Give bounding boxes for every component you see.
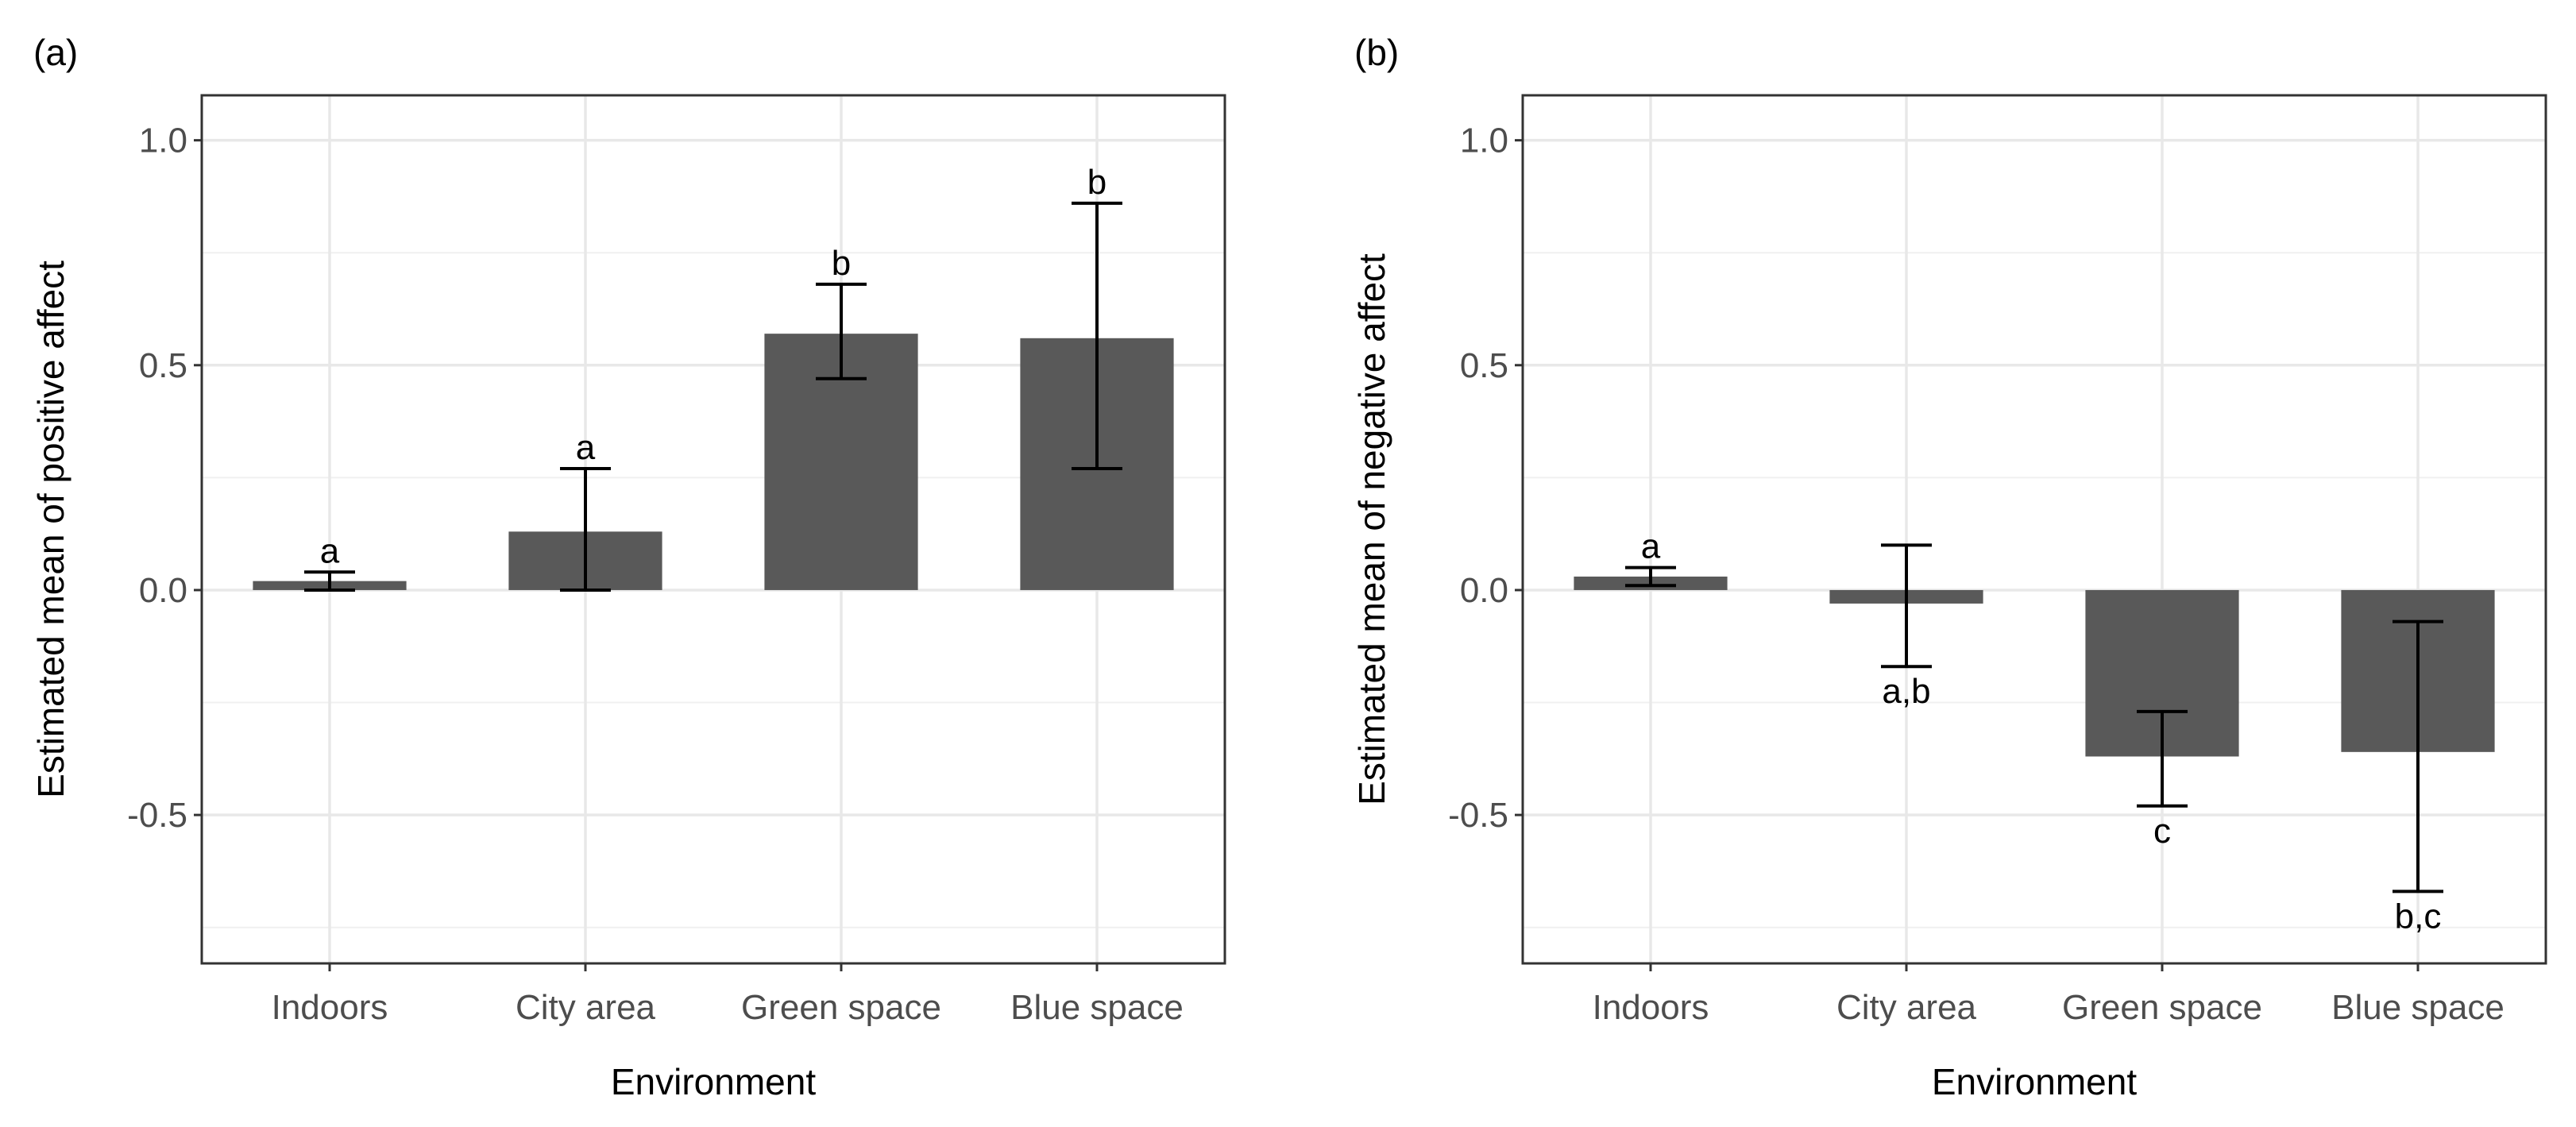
x-tick-label: Indoors xyxy=(272,988,388,1027)
significance-label: a xyxy=(576,428,596,467)
y-tick-label: -0.5 xyxy=(127,796,187,835)
x-axis-title: Environment xyxy=(611,1061,816,1102)
significance-label: a xyxy=(320,531,340,570)
x-tick-label: City area xyxy=(516,988,656,1027)
x-tick-label: Blue space xyxy=(2331,988,2505,1027)
significance-label: c xyxy=(2153,812,2171,851)
significance-label: a xyxy=(1641,527,1661,566)
x-tick-label: Indoors xyxy=(1593,988,1709,1027)
y-tick-label: -0.5 xyxy=(1448,796,1508,835)
panel-border xyxy=(1521,94,2547,965)
x-axis-title: Environment xyxy=(1932,1061,2137,1102)
panel-a: (a) a Indoors a City area b Green space b Blue s… xyxy=(30,32,1226,1102)
panel-label: (b) xyxy=(1354,32,1399,73)
panel-border xyxy=(200,94,1226,965)
significance-label: a,b xyxy=(1882,672,1930,711)
x-tick-label: Blue space xyxy=(1010,988,1184,1027)
y-axis-title: Estimated mean of negative affect xyxy=(1351,253,1392,805)
significance-label: b xyxy=(1087,163,1106,202)
panel-b: (b) a Indoors a,b City area c Green space b,c Bl… xyxy=(1351,32,2547,1102)
significance-label: b,c xyxy=(2395,897,2442,936)
y-tick-label: 1.0 xyxy=(1460,122,1508,160)
x-tick-label: Green space xyxy=(741,988,941,1027)
y-tick-label: 0.5 xyxy=(1460,346,1508,385)
x-tick-label: Green space xyxy=(2062,988,2262,1027)
y-tick-label: 0.0 xyxy=(139,571,187,610)
y-tick-label: 0.5 xyxy=(139,346,187,385)
panel-label: (a) xyxy=(33,32,78,73)
significance-label: b xyxy=(832,244,851,283)
y-tick-label: 0.0 xyxy=(1460,571,1508,610)
y-tick-label: 1.0 xyxy=(139,122,187,160)
x-tick-label: City area xyxy=(1836,988,1977,1027)
y-axis-title: Estimated mean of positive affect xyxy=(30,261,71,798)
